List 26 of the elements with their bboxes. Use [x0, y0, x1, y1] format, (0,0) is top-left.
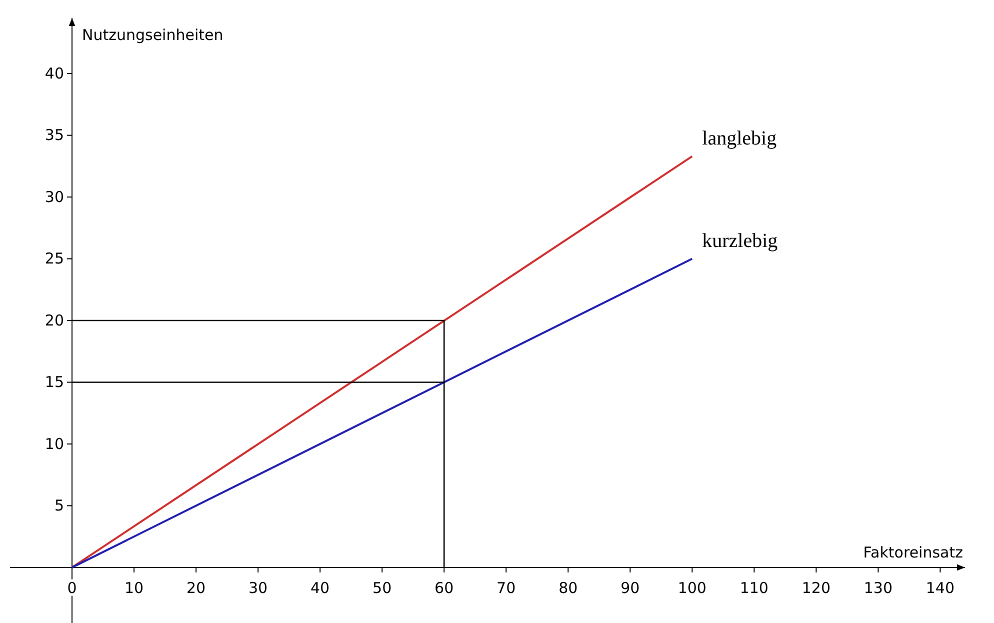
y-tick-label: 20	[44, 311, 64, 330]
x-tick-label: 80	[558, 579, 578, 598]
x-tick-label: 110	[740, 579, 768, 598]
y-tick-label: 10	[44, 434, 64, 453]
series-label: kurzlebig	[702, 230, 778, 252]
x-axis-title: Faktoreinsatz	[863, 543, 964, 562]
x-tick-label: 30	[248, 579, 268, 598]
x-tick-label: 70	[496, 579, 516, 598]
x-tick-label: 120	[802, 579, 830, 598]
y-tick-label: 30	[44, 188, 64, 206]
x-tick-label: 90	[620, 579, 640, 598]
x-tick-label: 140	[926, 579, 955, 598]
x-tick-label: 40	[310, 579, 330, 598]
x-tick-label: 60	[434, 579, 454, 598]
y-axis-title: Nutzungseinheiten	[82, 26, 224, 44]
x-tick-label: 130	[864, 579, 892, 598]
x-tick-label: 100	[678, 579, 706, 598]
x-tick-label: 10	[124, 579, 144, 598]
y-tick-label: 15	[44, 373, 64, 392]
series-label: langlebig	[702, 127, 777, 150]
y-tick-label: 25	[44, 250, 64, 268]
x-tick-label: 50	[372, 579, 392, 598]
y-tick-label: 40	[44, 64, 64, 82]
x-tick-label: 20	[186, 579, 206, 598]
y-tick-label: 35	[44, 126, 64, 144]
y-tick-label: 5	[54, 496, 64, 515]
